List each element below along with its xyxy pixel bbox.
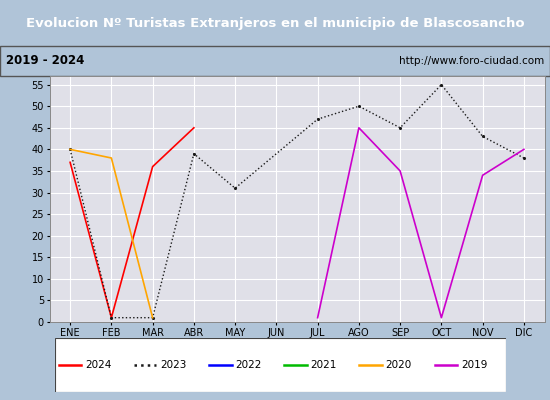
Text: 2022: 2022 [235, 360, 262, 370]
Text: 2019 - 2024: 2019 - 2024 [6, 54, 84, 68]
Text: 2019: 2019 [461, 360, 487, 370]
Text: 2020: 2020 [386, 360, 412, 370]
Text: 2023: 2023 [160, 360, 186, 370]
Text: 2021: 2021 [311, 360, 337, 370]
Text: 2024: 2024 [85, 360, 112, 370]
Text: Evolucion Nº Turistas Extranjeros en el municipio de Blascosancho: Evolucion Nº Turistas Extranjeros en el … [26, 16, 524, 30]
Text: http://www.foro-ciudad.com: http://www.foro-ciudad.com [399, 56, 544, 66]
